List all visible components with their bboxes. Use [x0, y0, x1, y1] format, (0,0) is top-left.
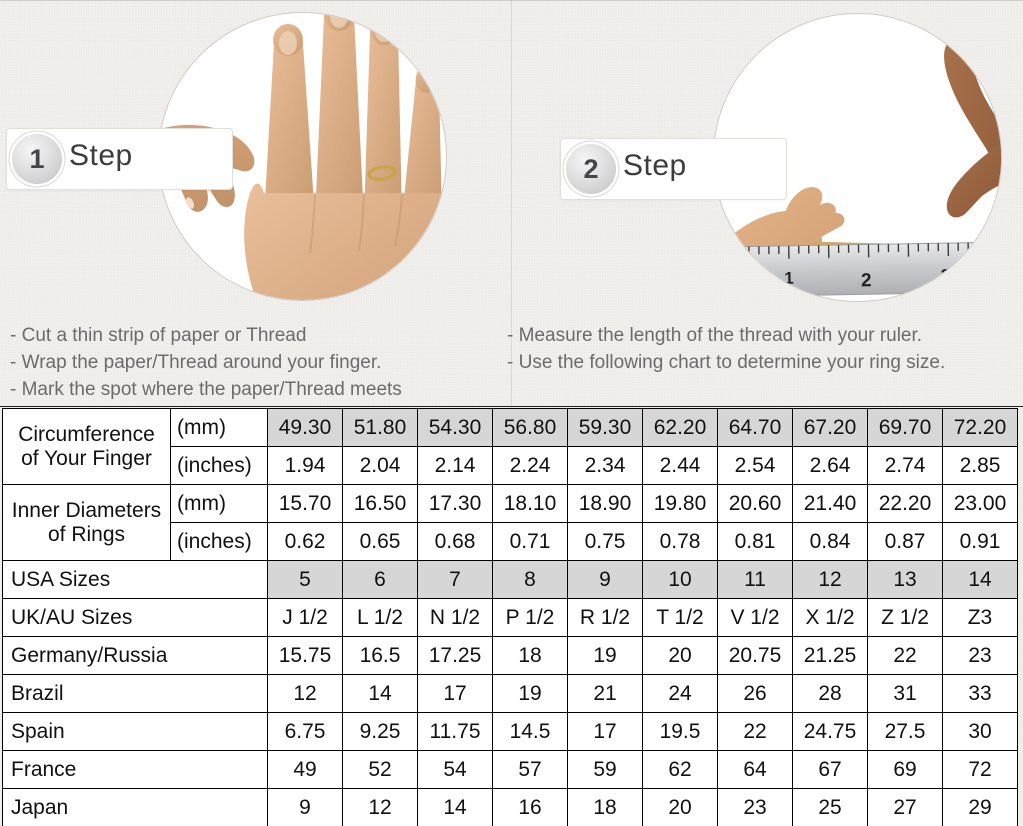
svg-text:3: 3 [941, 266, 951, 285]
svg-text:1: 1 [784, 269, 794, 288]
svg-text:2: 2 [861, 270, 872, 291]
